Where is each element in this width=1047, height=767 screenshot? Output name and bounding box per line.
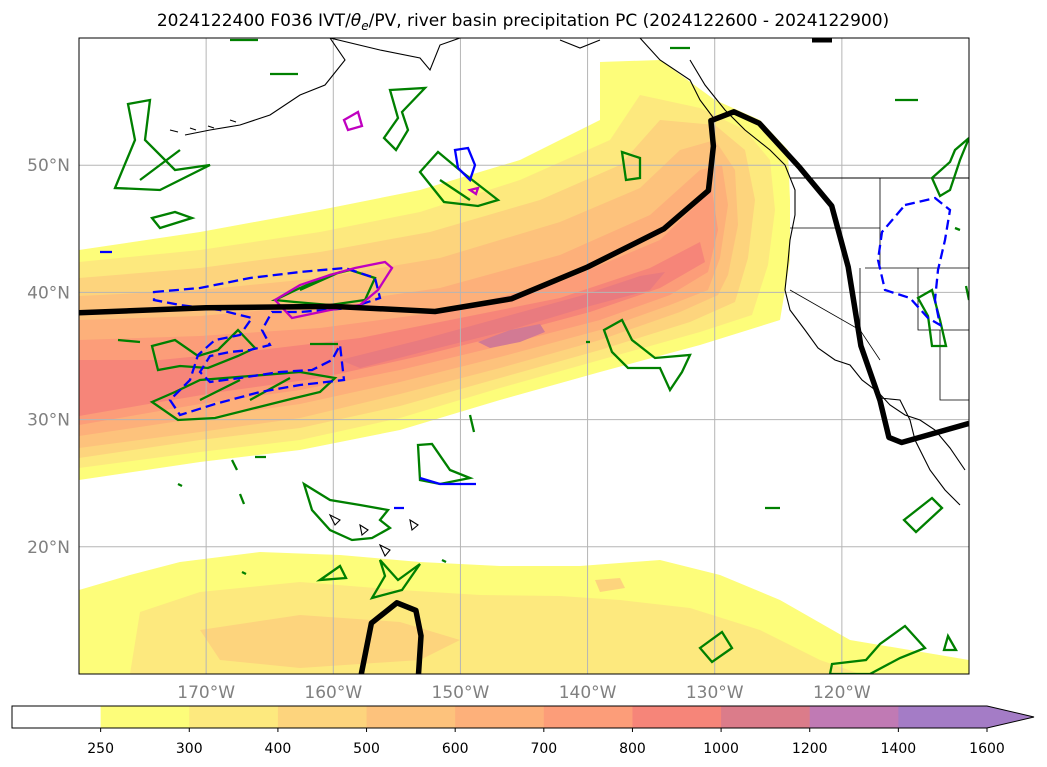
theta-e-contours	[113, 38, 969, 674]
ivt-band-1200	[478, 324, 545, 348]
latitude-labels: 20°N 30°N 40°N 50°N	[27, 156, 70, 558]
blue-contour	[419, 476, 476, 486]
theta-e-contour	[113, 98, 211, 192]
colorbar-swatch	[366, 706, 456, 728]
theta-e-contour	[416, 442, 475, 486]
colorbar-tick-label: 300	[176, 741, 203, 757]
longitude-labels: 170°W 160°W 150°W 140°W 130°W 120°W	[177, 683, 871, 703]
theta-e-contour	[302, 481, 393, 542]
colorbar-tick-label: 500	[353, 741, 380, 757]
ivt-southern-band	[79, 552, 969, 674]
theta-e-contour	[315, 564, 348, 582]
pv-contour	[467, 186, 480, 196]
coastlines	[169, 38, 969, 558]
colorbar-swatch	[543, 706, 633, 728]
lon-tick-label: 160°W	[304, 683, 362, 703]
theta-e-contour	[620, 150, 642, 182]
theta-e-contour	[902, 496, 944, 534]
colorbar-swatch	[100, 706, 190, 728]
theta-e-contour	[369, 559, 421, 600]
colorbar-extend-arrow	[987, 706, 1034, 728]
colorbar-tick-label: 400	[265, 741, 292, 757]
lat-tick-label: 50°N	[27, 156, 70, 176]
colorbar-tick-label: 700	[530, 741, 557, 757]
colorbar-swatch	[12, 706, 102, 728]
blue-contour	[453, 146, 477, 183]
solid-blue-contours	[100, 146, 477, 510]
hawaii-islands	[328, 513, 419, 558]
colorbar-tick-label: 1200	[792, 741, 828, 757]
theta-e-contour	[698, 630, 734, 664]
blue-contour	[100, 250, 404, 510]
theta-e-contour	[382, 86, 428, 152]
ivt-south-400-b	[595, 578, 625, 592]
black-boundary-line	[79, 109, 969, 446]
colorbar-tick-label: 1600	[969, 741, 1005, 757]
lon-tick-label: 150°W	[432, 683, 490, 703]
theta-e-contour	[177, 340, 780, 576]
colorbar-swatch	[632, 706, 722, 728]
theta-e-contour	[149, 370, 338, 422]
alaska-coastline	[184, 38, 716, 136]
colorbar-swatch	[721, 706, 811, 728]
pv-contour	[273, 260, 394, 320]
colorbar-tick-label: 1400	[881, 741, 917, 757]
pv-contour	[342, 110, 364, 132]
colorbar: 250 300 400 500 600 700 800 1000 1200 1400 1600	[11, 705, 1035, 757]
dashed-negative-contours	[152, 196, 952, 417]
colorbar-swatch	[455, 706, 545, 728]
dashed-contour	[876, 196, 952, 328]
chart-title: 2024122400 F036 IVT/θe/PV, river basin p…	[157, 11, 889, 33]
ivt-band-1000	[340, 272, 665, 368]
colorbar-tick-label: 1000	[703, 741, 739, 757]
colorbar-swatch	[898, 706, 988, 728]
theta-e-contour	[468, 414, 476, 433]
lat-tick-label: 30°N	[27, 411, 70, 431]
theta-e-contour	[418, 150, 501, 208]
black-lower-loop	[358, 600, 424, 674]
aleutian-islands	[169, 119, 237, 133]
colorbar-tick-label: 250	[87, 741, 114, 757]
dashed-contour	[152, 266, 382, 417]
theta-e-contour	[602, 318, 692, 393]
theta-e-contour	[828, 624, 958, 674]
lon-tick-label: 170°W	[177, 683, 235, 703]
lat-tick-label: 20°N	[27, 538, 70, 558]
lon-tick-label: 140°W	[559, 683, 617, 703]
ivt-south-400	[200, 615, 460, 668]
lon-tick-label: 120°W	[813, 683, 871, 703]
colorbar-outline	[11, 705, 1035, 729]
ivt-band-800	[79, 242, 705, 416]
colorbar-swatch	[277, 706, 368, 728]
pv-contours	[273, 110, 480, 320]
colorbar-swatch	[189, 706, 279, 728]
lat-tick-label: 40°N	[27, 283, 70, 303]
colorbar-swatch	[809, 706, 899, 728]
theta-e-contour	[230, 38, 918, 102]
lon-tick-label: 130°W	[686, 683, 744, 703]
map-content	[79, 38, 969, 674]
theta-e-contour	[149, 210, 196, 230]
colorbar-tick-label: 600	[442, 741, 469, 757]
map-frame	[78, 37, 970, 675]
theta-e-contour	[930, 137, 969, 198]
colorbar-tick-label: 800	[619, 741, 646, 757]
